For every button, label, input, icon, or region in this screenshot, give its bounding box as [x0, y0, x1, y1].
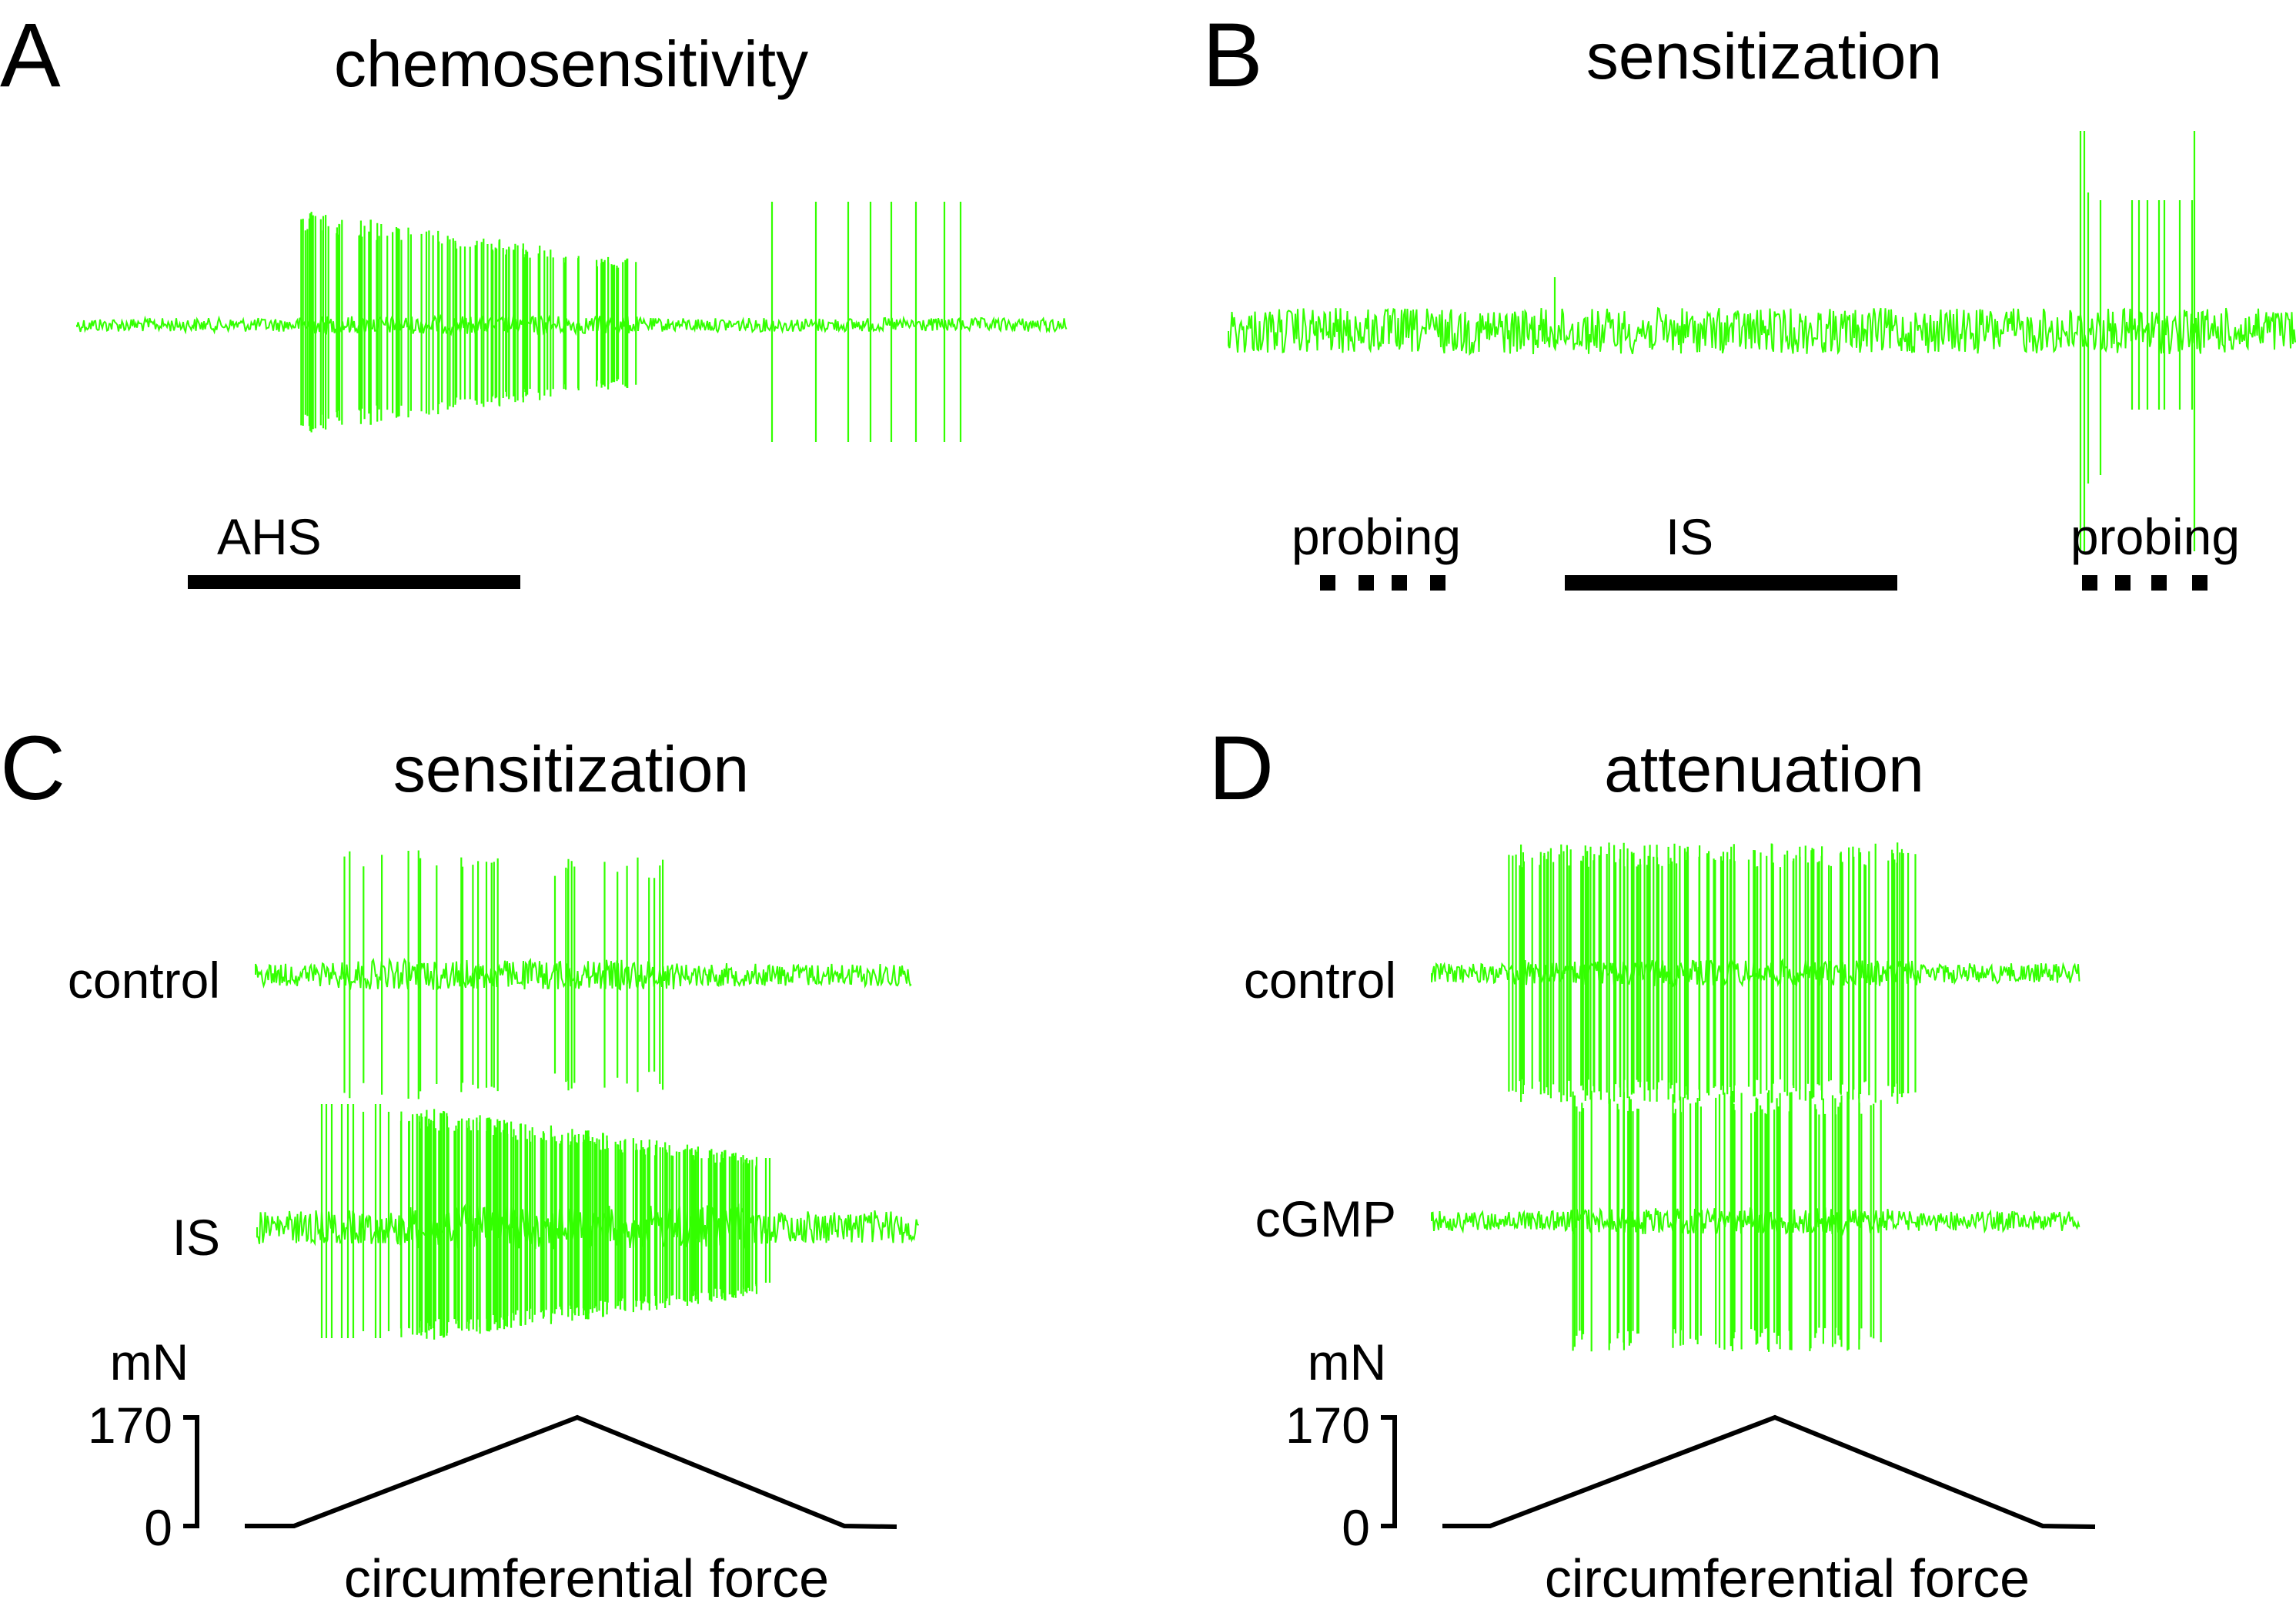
panel-b-stimulus-label: IS: [1666, 508, 1713, 565]
trace-spikes: [320, 1104, 771, 1340]
panel-c-force-profile: [245, 1414, 897, 1529]
panel-b-probe-label-1: probing: [1292, 508, 1461, 565]
panel-c-tick-low: 0: [144, 1499, 172, 1556]
panel-d-force-profile: [1442, 1414, 2096, 1529]
panel-c-letter: C: [0, 718, 65, 819]
panel-a-letter: A: [0, 5, 61, 106]
panel-c-scale-bar: [183, 1415, 199, 1528]
panel-b-stimulus-bar: [1565, 575, 1897, 591]
panel-c-is-trace: [256, 1104, 920, 1340]
panel-b-probe-dots-1: [1320, 575, 1445, 591]
panel-c-trace-label-1: control: [68, 952, 220, 1009]
panel-d-control-trace: [1431, 842, 2080, 1104]
panel-a: A chemosensitivity AHS: [0, 5, 1068, 589]
panel-d-tick-high: 170: [1285, 1397, 1370, 1454]
trace-spikes: [1508, 842, 1917, 1104]
panel-a-stimulus-label: AHS: [217, 508, 322, 565]
trace-baseline: [76, 313, 1068, 337]
panel-d-scale-bar: [1381, 1415, 1397, 1528]
panel-b-trace: [1228, 131, 2296, 551]
trace-spikes: [343, 850, 664, 1099]
panel-b-letter: B: [1202, 5, 1263, 106]
panel-d-unit-label: mN: [1308, 1334, 1387, 1390]
panel-d: D attenuation control cGMP mN 170 0 circ…: [1208, 718, 2096, 1603]
panel-c-unit-label: mN: [110, 1334, 189, 1390]
trace-spikes: [1553, 131, 2196, 551]
panel-b: B sensitization probing IS probing: [1202, 5, 2296, 591]
trace-spikes: [1572, 1090, 1882, 1352]
panel-b-probe-dots-2: [2082, 575, 2207, 591]
panel-c: C sensitization control IS mN 170 0 circ…: [0, 718, 920, 1603]
trace-baseline: [255, 957, 912, 991]
panel-a-title: chemosensitivity: [334, 28, 808, 100]
panel-d-trace-label-2: cGMP: [1255, 1190, 1396, 1247]
panel-b-probe-label-2: probing: [2070, 508, 2240, 565]
panel-c-force-caption: circumferential force: [344, 1548, 829, 1603]
panel-c-trace-label-2: IS: [172, 1209, 220, 1266]
panel-a-trace: [76, 202, 1068, 442]
panel-d-title: attenuation: [1604, 733, 1924, 805]
trace-spikes: [300, 202, 962, 442]
panel-c-control-trace: [255, 850, 912, 1099]
panel-d-trace-label-1: control: [1244, 952, 1396, 1009]
panel-d-cgmp-trace: [1431, 1090, 2080, 1352]
panel-d-letter: D: [1208, 718, 1274, 819]
panel-c-tick-high: 170: [88, 1397, 172, 1454]
panel-a-stimulus-bar: [188, 575, 520, 589]
panel-b-title: sensitization: [1586, 20, 1942, 92]
panel-d-tick-low: 0: [1342, 1499, 1370, 1556]
trace-baseline: [1228, 306, 2296, 356]
panel-c-title: sensitization: [393, 733, 749, 805]
panel-d-force-caption: circumferential force: [1545, 1548, 2030, 1603]
